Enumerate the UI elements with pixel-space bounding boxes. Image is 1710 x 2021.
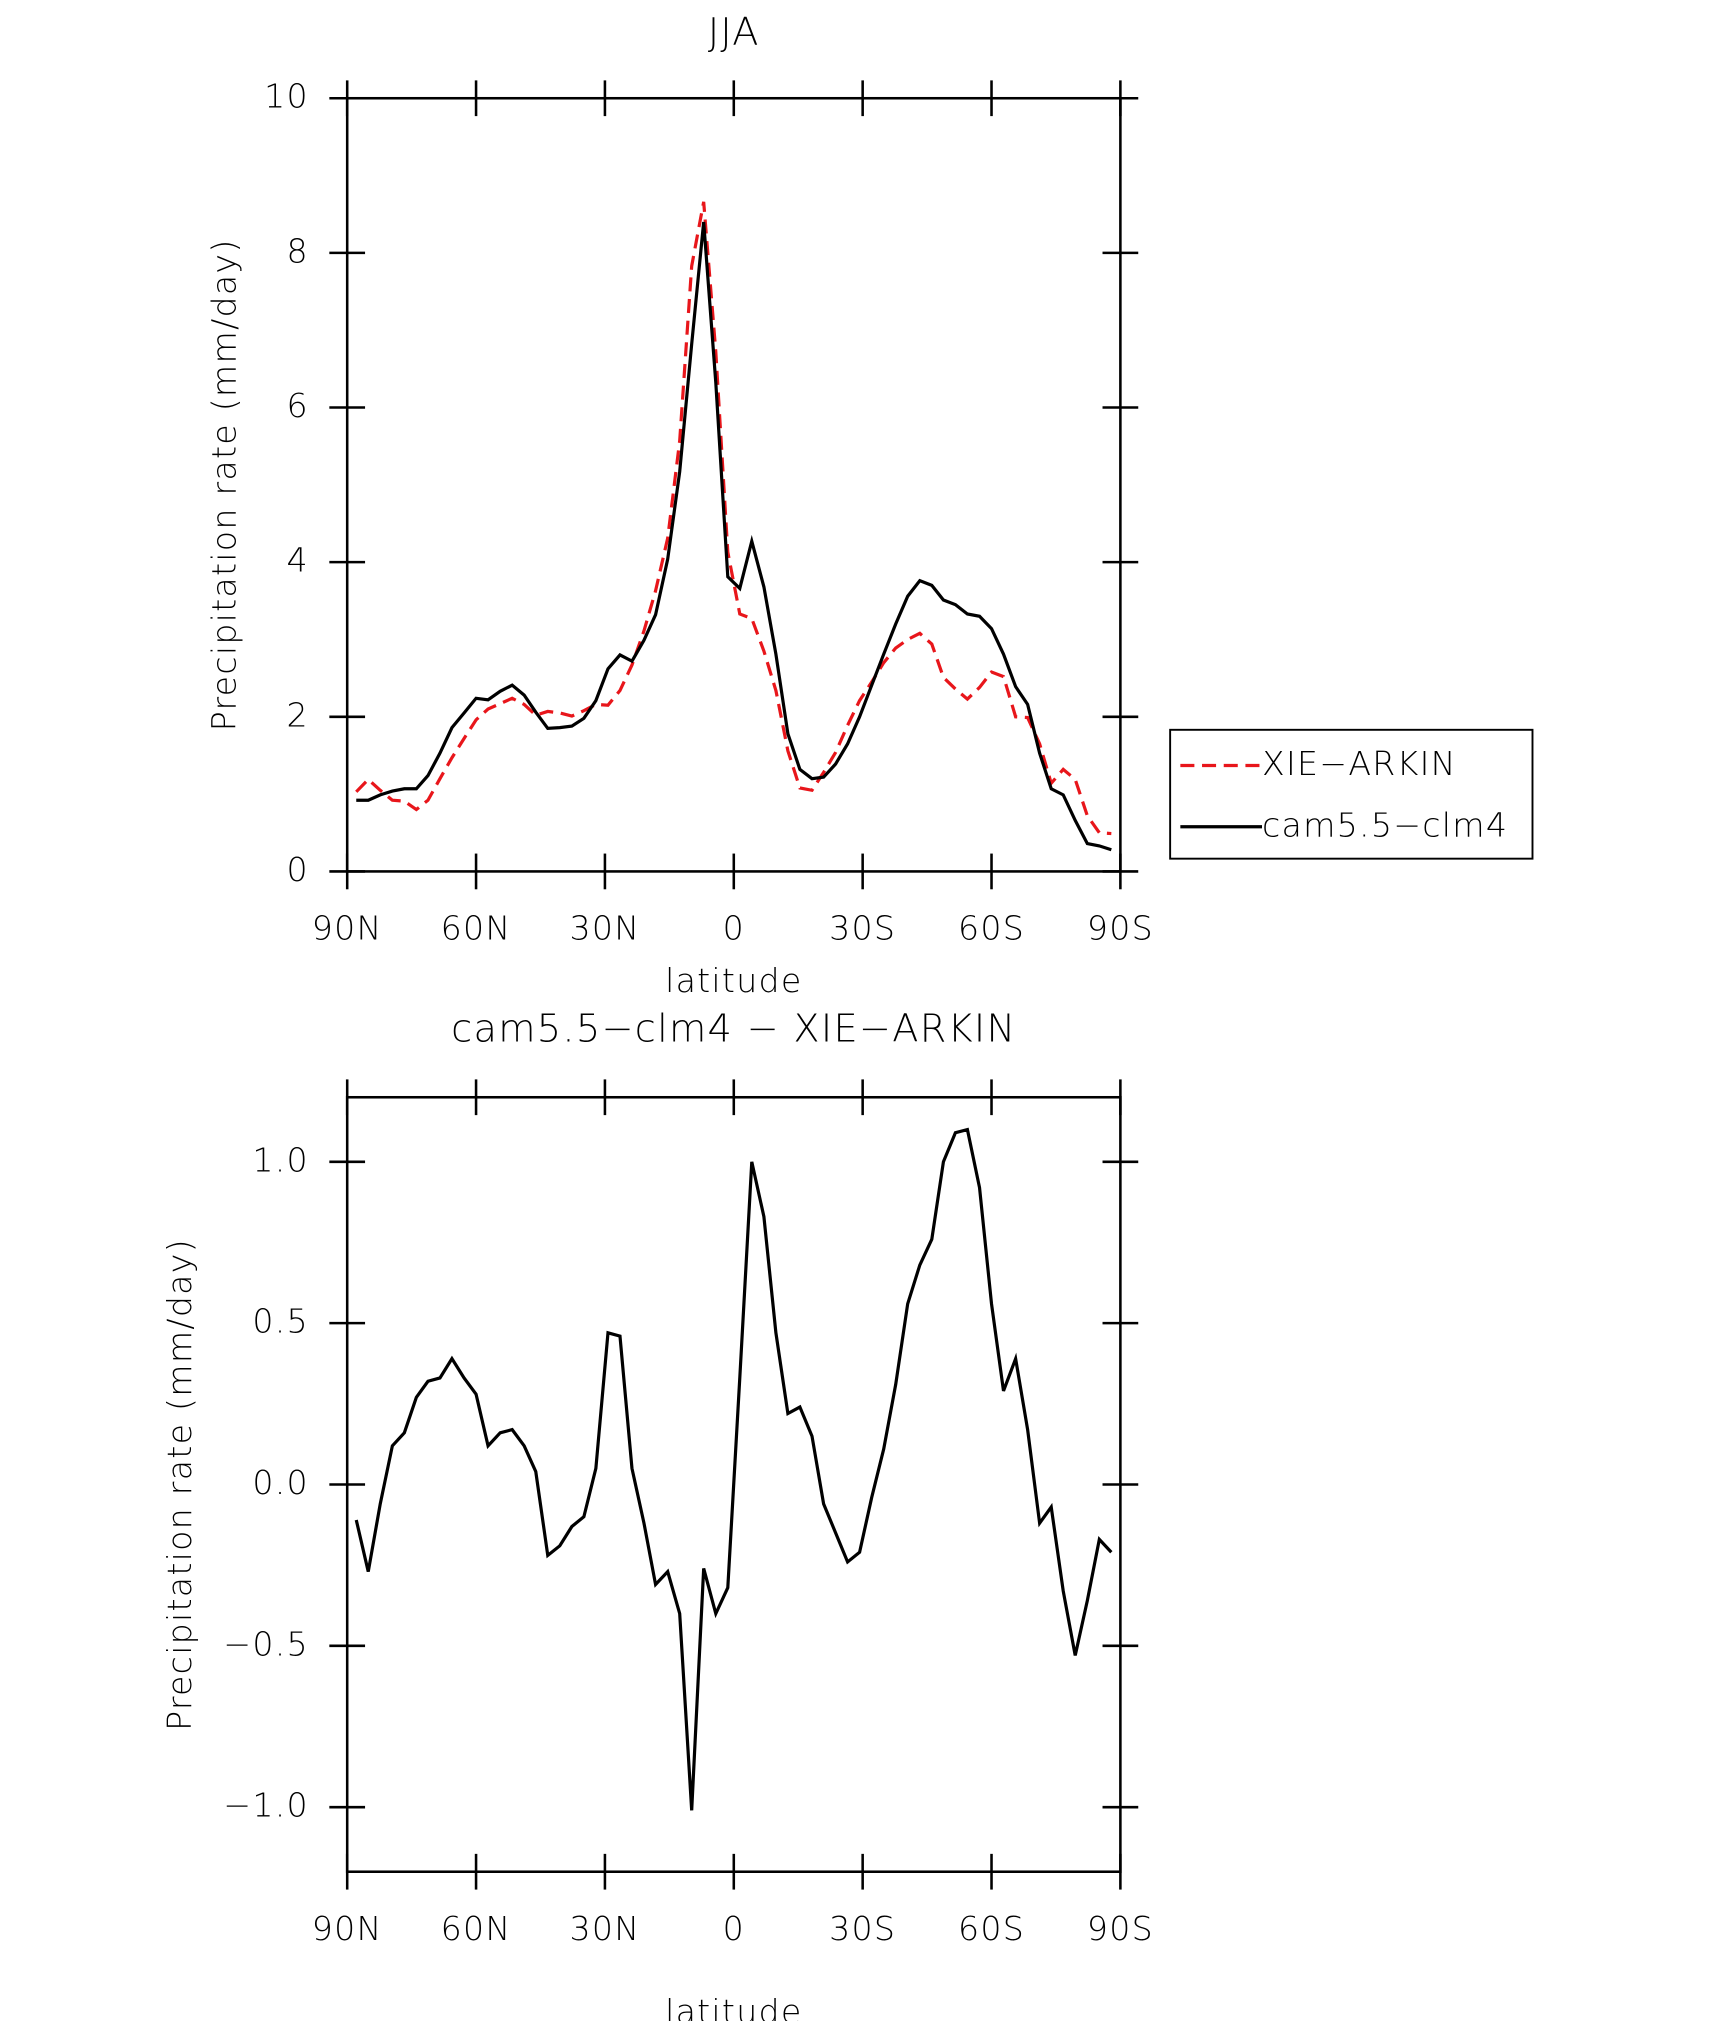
data-line — [356, 221, 1112, 852]
x-tick-label: 30N — [570, 1909, 641, 1948]
y-tick-label: 4 — [287, 541, 309, 580]
x-tick-label: 60S — [958, 909, 1025, 948]
y-tick-label: 6 — [287, 386, 309, 425]
chart-title: JJA — [708, 10, 760, 55]
y-tick-label: −1.0 — [223, 1786, 309, 1825]
y-tick-label: 1.0 — [252, 1140, 309, 1179]
x-tick-label: 30N — [570, 909, 641, 948]
x-tick-label: 30S — [829, 1909, 896, 1948]
x-axis-label: latitude — [665, 1992, 802, 2021]
data-line — [354, 1127, 1113, 1811]
x-tick-label: 90N — [312, 1909, 383, 1948]
plot-frame — [345, 96, 1122, 873]
y-tick-label: 0.5 — [252, 1302, 309, 1341]
x-tick-label: 60N — [441, 909, 512, 948]
y-axis-label: Precipitation rate (mm/day) — [204, 238, 243, 731]
x-tick-label: 0 — [723, 909, 745, 948]
chart-title: cam5.5−clm4 − XIE−ARKIN — [451, 1006, 1016, 1051]
y-tick-label: −0.5 — [223, 1624, 309, 1663]
x-tick-label: 90S — [1087, 1909, 1154, 1948]
x-tick-label: 90S — [1087, 909, 1154, 948]
y-axis-label: Precipitation rate (mm/day) — [160, 1238, 199, 1731]
data-line — [355, 201, 1112, 836]
y-tick-label: 8 — [287, 231, 309, 270]
legend-box — [1169, 728, 1534, 860]
x-tick-label: 30S — [829, 909, 896, 948]
y-tick-label: 0 — [287, 850, 309, 889]
legend-label: cam5.5−clm4 — [1262, 805, 1508, 844]
y-tick-label: 2 — [287, 695, 309, 734]
x-tick-label: 90N — [312, 909, 383, 948]
x-tick-label: 60S — [958, 1909, 1025, 1948]
x-tick-label: 0 — [723, 1909, 745, 1948]
legend-label: XIE−ARKIN — [1262, 744, 1457, 783]
x-axis-label: latitude — [665, 961, 802, 1000]
y-tick-label: 0.0 — [252, 1463, 309, 1502]
x-tick-label: 60N — [441, 1909, 512, 1948]
y-tick-label: 10 — [264, 77, 309, 116]
